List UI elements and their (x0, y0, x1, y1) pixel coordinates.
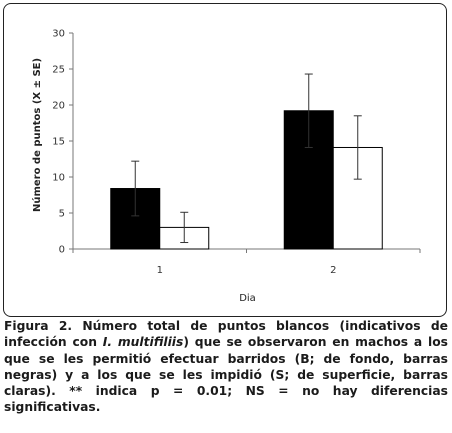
y-tick-label: 0 (59, 245, 65, 256)
bar-chart: 0 5 10 15 20 25 30 1 2 Dia Número de puntos (X ± S… (31, 29, 421, 304)
y-tick-label: 30 (52, 29, 65, 40)
y-tick-label: 15 (52, 137, 65, 148)
y-tick-label: 10 (52, 173, 65, 184)
y-tick-label: 5 (59, 209, 65, 220)
y-axis-title: Número de puntos (X ± SE) (31, 58, 43, 212)
x-axis-title: Dia (239, 293, 256, 304)
x-tick-label: 1 (157, 265, 163, 276)
chart-frame (3, 3, 447, 317)
y-tick-label: 20 (52, 101, 65, 112)
figure-caption: Figura 2. Número total de puntos blancos… (4, 318, 448, 416)
y-tick-label: 25 (52, 65, 65, 76)
caption-part-2: ) que se observaron en machos a los que … (4, 335, 448, 415)
x-tick-label: 2 (330, 265, 336, 276)
caption-part-1: Figura 2. Número total de puntos blancos… (4, 319, 448, 350)
caption-species: I. multifiliis (102, 335, 184, 350)
